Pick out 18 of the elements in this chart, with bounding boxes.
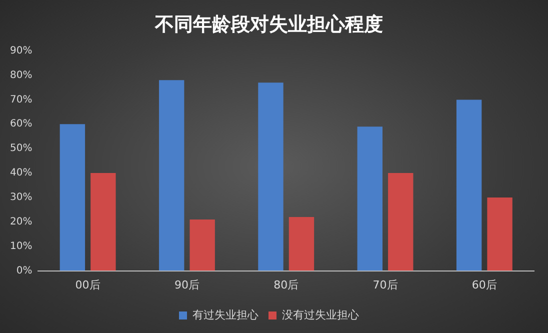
y-tick-label: 0% <box>16 265 32 276</box>
x-tick-label: 90后 <box>174 278 200 292</box>
y-tick-label: 60% <box>10 118 32 130</box>
legend-label: 没有过失业担心 <box>282 308 359 322</box>
x-tick-label: 60后 <box>472 278 497 292</box>
chart-title: 不同年龄段对失业担心程度 <box>154 13 383 36</box>
y-tick-label: 40% <box>10 168 32 179</box>
y-tick-label: 50% <box>10 143 32 154</box>
y-tick-label: 10% <box>10 240 32 252</box>
x-tick-label: 70后 <box>372 278 398 292</box>
x-tick-label: 00后 <box>75 278 100 292</box>
y-tick-label: 30% <box>10 192 32 204</box>
y-tick-label: 20% <box>10 216 32 228</box>
y-tick-label: 90% <box>10 45 32 56</box>
legend-label: 有过失业担心 <box>192 308 258 322</box>
y-tick-label: 80% <box>10 70 32 81</box>
x-tick-label: 80后 <box>274 278 299 292</box>
y-tick-label: 70% <box>10 94 32 106</box>
